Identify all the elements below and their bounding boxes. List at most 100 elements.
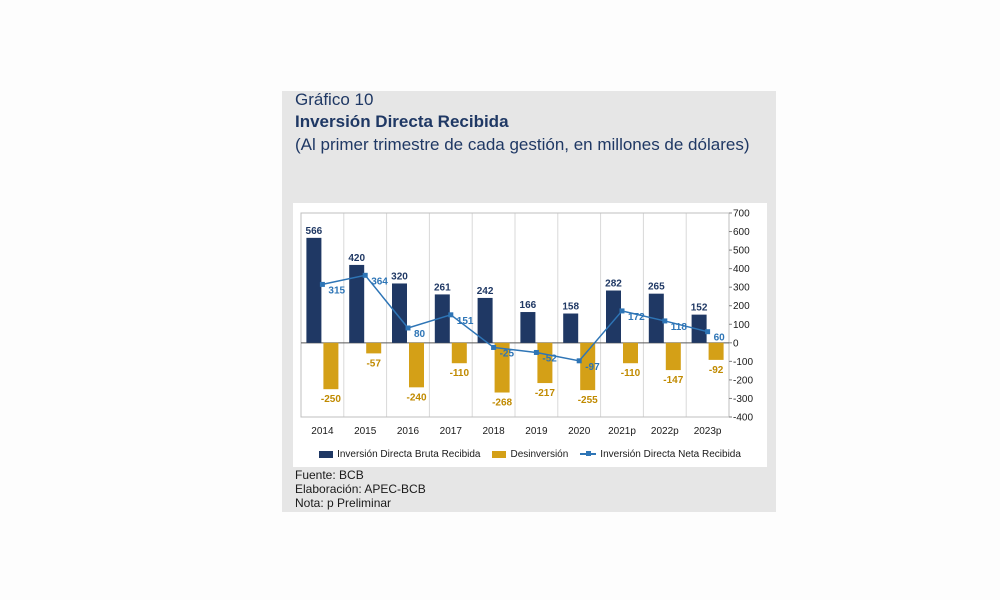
bar-desinversion-label: -92 (709, 365, 724, 376)
x-tick-label: 2015 (354, 426, 377, 437)
line-neta-marker (662, 318, 668, 324)
y-tick-label: 100 (733, 320, 750, 331)
plot-border (300, 212, 730, 418)
bar-bruta (606, 290, 621, 343)
bar-bruta (392, 283, 407, 343)
line-neta-label: -52 (542, 353, 557, 364)
elaboration-note: Elaboración: APEC-BCB (295, 482, 426, 496)
bar-bruta (434, 294, 450, 343)
x-tick-label: 2019 (525, 426, 548, 437)
bar-desinversion-label: -250 (321, 394, 341, 405)
legend-swatch-desinversion (492, 450, 507, 458)
bar-desinversion-label: -147 (663, 375, 683, 386)
bar-desinversion-label: -255 (578, 395, 598, 406)
bar-bruta (563, 313, 579, 343)
x-tick-label: 2020 (568, 426, 591, 437)
bar-desinversion (494, 342, 510, 393)
x-tick-label: 2017 (440, 426, 463, 437)
y-tick-label: 400 (733, 264, 750, 275)
bar-desinversion (623, 342, 638, 364)
line-neta-label: 80 (414, 329, 426, 340)
y-tick-label: 300 (733, 283, 750, 294)
y-tick-label: 200 (733, 301, 750, 312)
y-tick-label: -200 (733, 375, 753, 386)
legend-item-bruta: Inversión Directa Bruta Recibida (319, 449, 480, 460)
line-neta-label: -25 (500, 348, 515, 359)
figure-label: Gráfico 10 (295, 90, 374, 109)
x-tick-label: 2022p (651, 426, 679, 437)
line-neta-label: 118 (671, 322, 688, 333)
figure-subtitle: (Al primer trimestre de cada gestión, en… (295, 135, 750, 154)
bar-bruta-label: 152 (691, 303, 708, 314)
chart-legend: Inversión Directa Bruta Recibida Desinve… (293, 443, 767, 465)
bar-desinversion-label: -110 (450, 368, 470, 379)
y-tick-label: 700 (733, 209, 750, 220)
bar-desinversion-label: -57 (366, 358, 381, 369)
y-tick-label: -100 (733, 357, 753, 368)
legend-item-neta: Inversión Directa Neta Recibida (580, 449, 741, 460)
line-neta-marker (362, 272, 368, 278)
x-tick-label: 2014 (311, 426, 334, 437)
bar-desinversion (708, 342, 724, 360)
bar-desinversion (323, 342, 339, 390)
chart-svg: 700 600 500 400 300 200 100 0 -100 -200 -300 -400 56… (300, 209, 753, 437)
legend-label-bruta: Inversión Directa Bruta Recibida (337, 448, 481, 460)
line-neta-marker (576, 358, 582, 364)
x-tick-label: 2018 (482, 426, 505, 437)
y-tick-label: -300 (733, 394, 753, 405)
y-tick-label: 500 (733, 246, 750, 257)
bar-bruta-label: 265 (648, 282, 665, 293)
bar-bruta-label: 320 (391, 271, 408, 282)
legend-swatch-neta (580, 450, 597, 458)
bar-desinversion (665, 342, 681, 371)
line-neta-marker (619, 308, 625, 314)
line-neta-label: 172 (628, 312, 645, 323)
bar-bruta-label: 261 (434, 282, 451, 293)
line-neta-marker (319, 281, 325, 287)
bar-desinversion (451, 342, 467, 364)
legend-label-desinversion: Desinversión (510, 448, 569, 460)
legend-label-neta: Inversión Directa Neta Recibida (600, 448, 741, 460)
line-neta-label: 60 (714, 333, 726, 344)
bar-desinversion-label: -110 (621, 368, 641, 379)
legend-swatch-bruta (319, 450, 334, 458)
x-tick-label: 2021p (608, 426, 636, 437)
bar-bruta (349, 264, 365, 343)
source-note: Fuente: BCB (295, 468, 364, 482)
line-neta-marker (533, 349, 539, 355)
figure-title: Inversión Directa Recibida (295, 112, 509, 131)
line-neta-label: 364 (371, 276, 388, 287)
bar-bruta (477, 297, 493, 343)
line-neta-marker (491, 344, 497, 350)
bar-bruta (306, 237, 322, 343)
bar-desinversion-label: -268 (492, 398, 512, 409)
line-neta-label: -97 (585, 362, 600, 373)
bar-desinversion (366, 342, 382, 354)
bar-desinversion-label: -240 (406, 392, 426, 403)
line-neta-marker (705, 329, 711, 335)
line-neta-marker (448, 312, 454, 318)
bar-desinversion-label: -217 (535, 388, 555, 399)
bar-bruta-label: 420 (348, 253, 365, 264)
bar-bruta (520, 312, 536, 343)
bar-bruta-label: 282 (605, 279, 622, 290)
x-tick-label: 2023p (694, 426, 722, 437)
line-neta-label: 151 (457, 316, 474, 327)
bar-bruta-label: 242 (477, 286, 494, 297)
bar-bruta-label: 166 (520, 300, 537, 311)
y-tick-label: -400 (733, 413, 753, 424)
legend-item-desinversion: Desinversión (492, 449, 568, 460)
y-tick-label: 0 (733, 338, 739, 349)
line-neta-label: 315 (328, 285, 345, 296)
line-neta-marker (405, 325, 411, 331)
bar-bruta (691, 314, 707, 343)
preliminary-note: Nota: p Preliminar (295, 496, 392, 510)
x-tick-label: 2016 (397, 426, 420, 437)
bar-desinversion (409, 342, 424, 388)
y-tick-label: 600 (733, 227, 750, 238)
chart-area: 700 600 500 400 300 200 100 0 -100 -200 -300 -400 56… (293, 203, 767, 467)
bar-bruta-label: 566 (306, 226, 323, 237)
figure-notes: Fuente: BCB Elaboración: APEC-BCB Nota: … (295, 468, 426, 510)
line-neta (322, 274, 708, 362)
bar-bruta-label: 158 (562, 302, 579, 313)
